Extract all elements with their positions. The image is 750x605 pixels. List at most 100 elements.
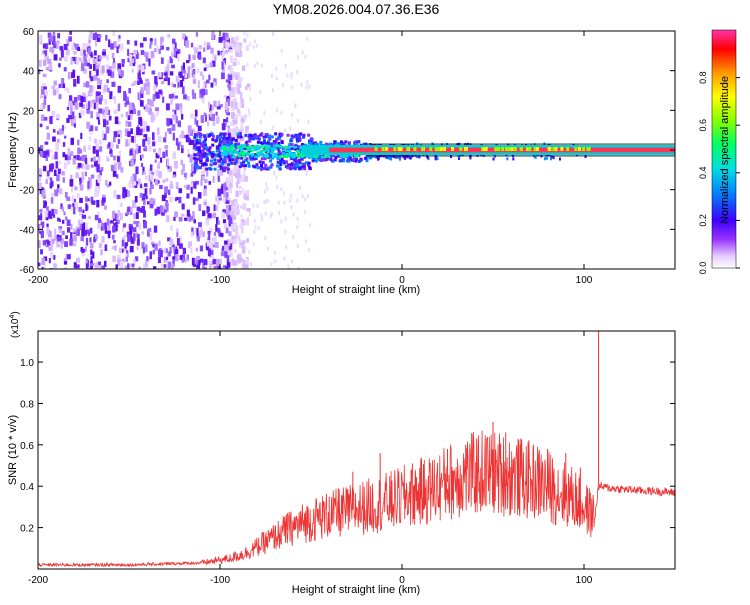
heatmap-cell <box>93 63 96 71</box>
heatmap-cell <box>264 135 268 139</box>
heatmap-cell <box>169 166 172 172</box>
heatmap-cell <box>80 163 85 169</box>
heatmap-cell <box>160 263 163 268</box>
heatmap-cell <box>196 255 200 263</box>
heatmap-cell <box>333 140 337 144</box>
heatmap-cell <box>193 219 196 224</box>
heatmap-cell <box>143 83 147 91</box>
heatmap-cell <box>198 204 202 211</box>
heatmap-cell <box>230 224 235 230</box>
heatmap-cell <box>323 158 327 162</box>
heatmap-cell <box>261 142 265 146</box>
heatmap-cell <box>150 99 154 107</box>
heatmap-cell <box>46 132 51 140</box>
heatmap-cell <box>387 156 390 160</box>
heatmap-cell <box>90 249 93 256</box>
heatmap-cell <box>587 147 591 152</box>
heatmap-cell <box>133 233 136 242</box>
heatmap-cell <box>232 61 237 66</box>
heatmap-cell <box>168 128 172 135</box>
heatmap-cell <box>121 239 124 247</box>
heatmap-cell <box>298 166 302 170</box>
heatmap-cell <box>140 87 144 94</box>
heatmap-cell <box>240 227 244 234</box>
heatmap-cell <box>116 255 121 261</box>
heatmap-cell <box>393 153 396 157</box>
heatmap-cell <box>113 58 116 65</box>
heatmap-cell <box>242 145 246 149</box>
heatmap-cell <box>193 133 197 137</box>
heatmap-cell <box>70 223 73 230</box>
heatmap-cell <box>234 201 238 209</box>
heatmap-cell <box>443 147 447 152</box>
heatmap-cell <box>48 210 52 219</box>
heatmap-cell <box>189 154 193 163</box>
heatmap-cell <box>184 73 188 79</box>
heatmap-cell <box>74 186 78 191</box>
heatmap-cell <box>240 258 244 263</box>
heatmap-cell <box>120 131 123 139</box>
heatmap-cell <box>270 73 273 78</box>
heatmap-cell <box>149 188 152 195</box>
heatmap-cell <box>143 183 148 187</box>
heatmap-cell <box>224 32 229 38</box>
heatmap-cell <box>231 148 235 151</box>
heatmap-cell <box>381 147 385 152</box>
heatmap-cell <box>110 164 115 172</box>
heatmap-cell <box>184 217 188 221</box>
heatmap-cell <box>215 149 219 153</box>
heatmap-cell <box>52 110 56 118</box>
heatmap-cell <box>111 66 116 73</box>
heatmap-cell <box>287 145 291 149</box>
heatmap-cell <box>211 151 215 155</box>
heatmap-cell <box>217 175 220 182</box>
heatmap-cell <box>226 239 231 246</box>
heatmap-cell <box>196 232 199 239</box>
heatmap-cell <box>246 217 250 225</box>
heatmap-cell <box>239 102 243 107</box>
heatmap-cell <box>459 153 462 157</box>
heatmap-cell <box>144 259 148 267</box>
heatmap-cell <box>306 163 310 167</box>
heatmap-cell <box>235 51 239 57</box>
heatmap-cell <box>73 96 78 104</box>
heatmap-cell <box>190 163 194 172</box>
heatmap-cell <box>231 235 234 242</box>
heatmap-cell <box>166 251 170 258</box>
heatmap-cell <box>314 155 318 158</box>
heatmap-cell <box>252 156 256 160</box>
heatmap-cell <box>272 31 275 36</box>
heatmap-cell <box>182 86 185 94</box>
heatmap-cell <box>198 222 202 228</box>
heatmap-cell <box>102 133 107 141</box>
heatmap-cell <box>114 162 118 171</box>
heatmap-cell <box>228 158 232 162</box>
heatmap-cell <box>90 256 93 263</box>
heatmap-cell <box>108 39 111 48</box>
heatmap-cell <box>67 254 71 260</box>
heatmap-cell <box>172 174 176 178</box>
heatmap-cell <box>96 164 100 173</box>
heatmap-cell <box>180 267 183 269</box>
heatmap-cell <box>127 48 130 56</box>
heatmap-cell <box>56 234 60 239</box>
heatmap-cell <box>150 184 154 189</box>
heatmap-cell <box>216 200 220 205</box>
heatmap-cell <box>157 135 162 143</box>
heatmap-cell <box>56 240 59 246</box>
heatmap-cell <box>285 149 289 153</box>
heatmap-cell <box>296 150 300 153</box>
heatmap-cell <box>100 224 104 231</box>
heatmap-cell <box>342 159 346 163</box>
heatmap-cell <box>172 256 176 260</box>
heatmap-cell <box>43 201 47 206</box>
heatmap-cell <box>92 85 95 92</box>
heatmap-cell <box>239 79 243 83</box>
heatmap-cell <box>94 189 98 193</box>
heatmap-cell <box>207 148 211 152</box>
heatmap-cell <box>293 165 297 169</box>
heatmap-cell <box>238 44 242 49</box>
heatmap-cell <box>202 134 206 138</box>
heatmap-cell <box>212 212 217 219</box>
